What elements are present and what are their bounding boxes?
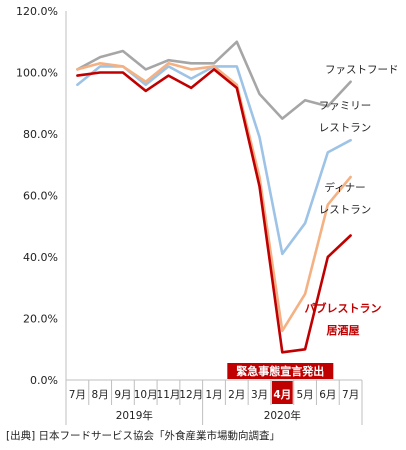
series-label: レストラン [319, 122, 372, 134]
annotation-label: 緊急事態宣言発出 [236, 364, 324, 378]
axes: 0.0% 20.0% 40.0% 60.0% 80.0% 100.0% 120.0% 7月 8月… [16, 5, 363, 425]
x-tick-label: 5月 [296, 389, 313, 401]
y-tick-label: 80.0% [23, 128, 58, 141]
x-tick-label: 4月 [273, 389, 291, 401]
x-tick-label: 11月 [157, 389, 181, 401]
highlight-month-box [271, 381, 293, 404]
y-tick-label: 0.0% [30, 374, 58, 387]
x-tick-label: 2月 [228, 389, 245, 401]
x-tick-label: 7月 [69, 389, 86, 401]
series-line [76, 65, 352, 256]
y-tick-label: 100.0% [16, 67, 58, 80]
series-label: ファミリー [319, 100, 372, 112]
series-label: 居酒屋 [327, 324, 360, 337]
y-tick-label: 40.0% [23, 251, 58, 264]
series-label: レストラン [319, 204, 372, 216]
x-tick-label: 9月 [114, 389, 131, 401]
x-tick-label: 1月 [205, 389, 222, 401]
x-tick-label: 8月 [92, 389, 109, 401]
source-note: [出典] 日本フードサービス協会「外食産業市場動向調査」 [6, 430, 281, 442]
y-tick-label: 20.0% [23, 313, 58, 326]
series-label: ディナー [324, 181, 365, 194]
y-tick-label: 120.0% [16, 5, 58, 18]
annotation-box [227, 363, 334, 379]
series-line [76, 40, 352, 120]
x-tick-label: 7月 [342, 389, 359, 401]
series-label: パブレストラン [305, 301, 382, 315]
x-tick-label: 3月 [251, 389, 268, 401]
y-tick-label: 60.0% [23, 190, 58, 203]
series-label: ファストフード [325, 64, 399, 76]
series-line [76, 61, 352, 333]
year-label: 2020年 [264, 409, 301, 422]
x-tick-label: 12月 [179, 389, 203, 401]
x-tick-label: 6月 [319, 389, 336, 401]
series-lines [76, 40, 352, 354]
x-tick-label: 10月 [134, 389, 158, 401]
series-line [76, 68, 352, 354]
year-label: 2019年 [116, 409, 153, 422]
